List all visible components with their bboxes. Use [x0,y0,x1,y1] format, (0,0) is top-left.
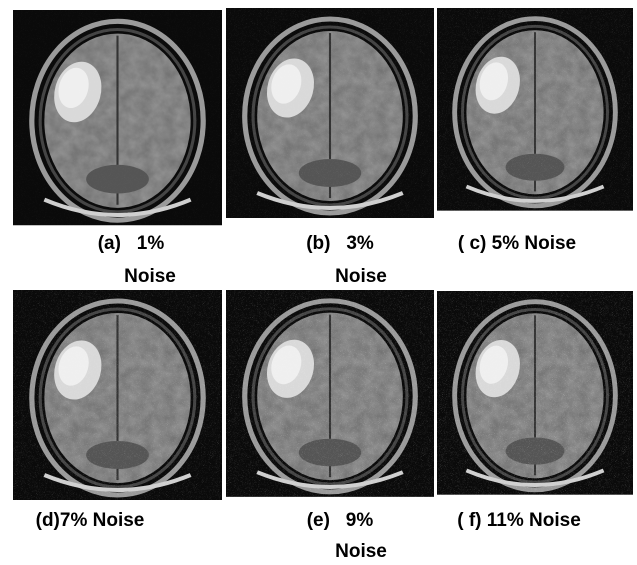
caption: ( f) 11% Noise [457,510,581,531]
caption: Noise [124,266,176,287]
caption: (b) 3% [306,233,374,254]
image-f [437,291,633,495]
image-a [13,10,222,225]
caption: (e) 9% [307,510,374,531]
caption: (d)7% Noise [36,510,145,531]
image-c [437,8,633,211]
caption: Noise [335,541,387,562]
image-d [13,290,222,500]
caption: Noise [335,266,387,287]
image-e [226,290,434,497]
image-b [226,8,434,218]
caption: ( c) 5% Noise [458,233,576,254]
figure: (a) 1% Noise (b) 3% Noise ( c) 5% Noise … [0,0,637,565]
caption: (a) 1% [98,233,165,254]
